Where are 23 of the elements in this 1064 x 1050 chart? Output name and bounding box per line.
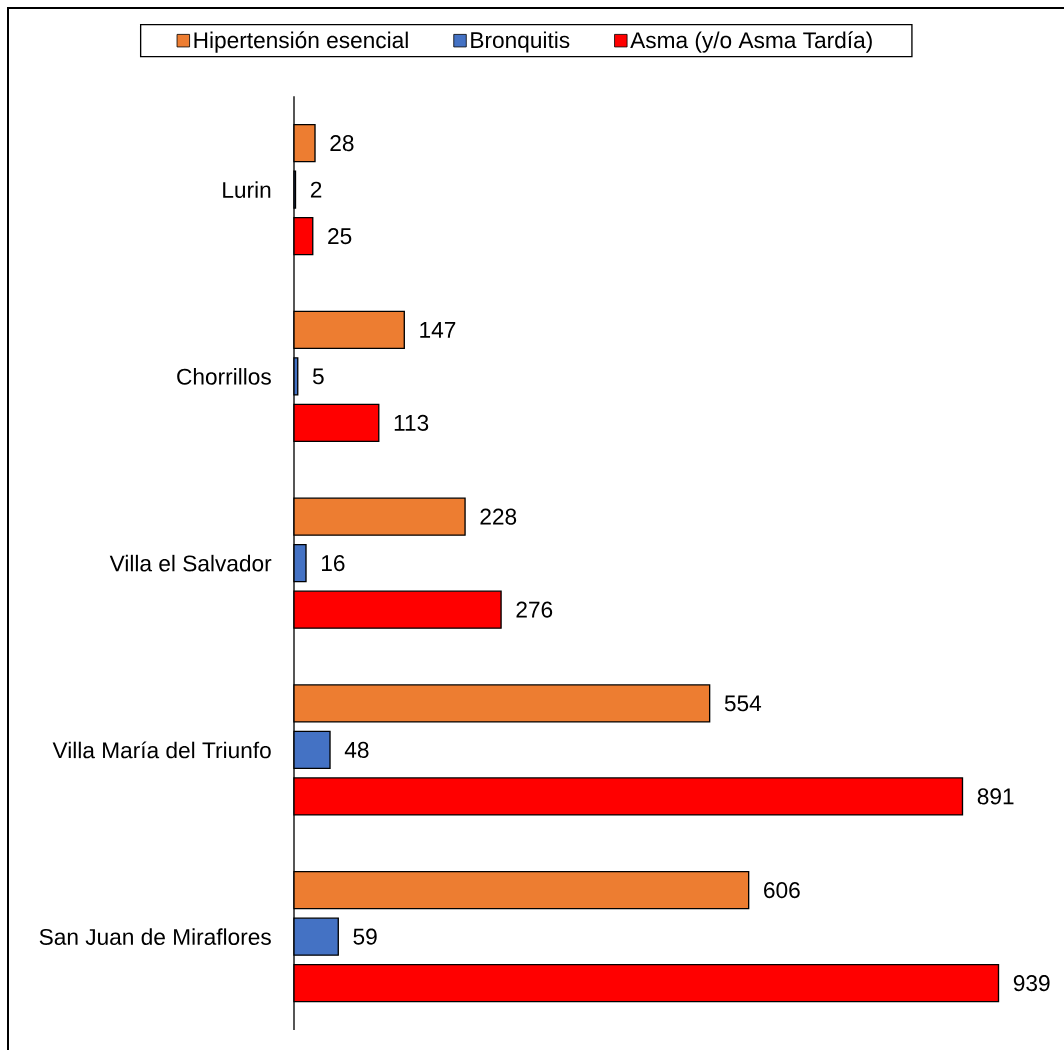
- data-label: 228: [480, 508, 517, 525]
- data-label: 48: [344, 741, 369, 758]
- data-label: 113: [394, 414, 429, 431]
- data-label: 25: [328, 228, 352, 245]
- legend-label: Asma (y/o Asma Tardía): [630, 31, 872, 53]
- legend-label: Hipertensión esencial: [194, 31, 408, 53]
- data-label: 59: [353, 928, 377, 945]
- y-tick-label: Lurin: [223, 181, 271, 198]
- data-label: 276: [516, 601, 553, 618]
- data-label: 606: [764, 882, 800, 899]
- data-label: 28: [330, 135, 354, 152]
- y-tick-label: Chorrillos: [177, 368, 271, 385]
- data-label: 16: [322, 555, 345, 572]
- legend-label: Bronquitis: [471, 31, 570, 53]
- y-tick-label: Villa el Salvador: [109, 554, 272, 572]
- data-label: 554: [724, 695, 762, 712]
- data-label: 891: [977, 788, 1014, 805]
- y-tick-label: San Juan de Miraflores: [39, 928, 271, 945]
- data-label: 939: [1013, 975, 1050, 992]
- data-label: 2: [310, 181, 322, 198]
- data-label: 147: [420, 322, 456, 338]
- y-tick-label: Villa María del Triunfo: [52, 741, 271, 759]
- data-label: 5: [312, 368, 324, 385]
